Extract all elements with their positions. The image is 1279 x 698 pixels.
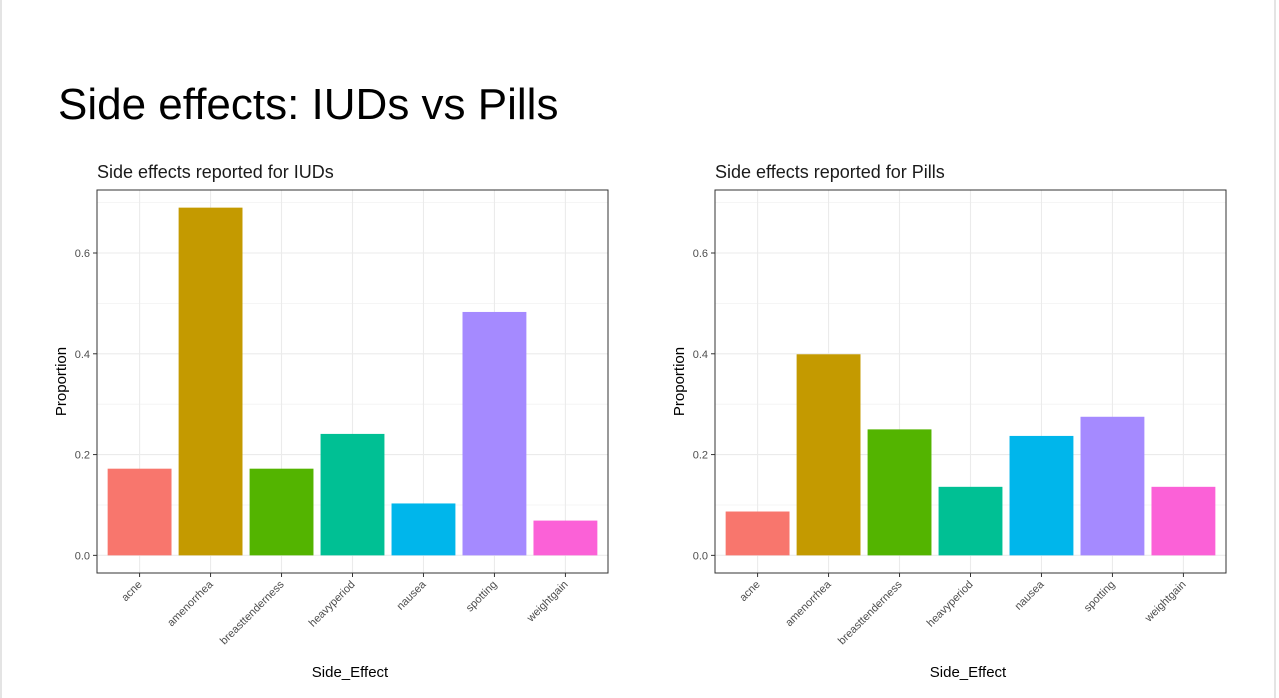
y-axis-title: Proportion <box>53 347 70 416</box>
bar-breasttenderness <box>867 429 932 556</box>
y-tick-label: 0.6 <box>75 248 90 260</box>
y-axis-title: Proportion <box>671 347 688 416</box>
bar-heavyperiod <box>320 433 385 556</box>
bar-weightgain <box>1151 486 1216 556</box>
x-tick-label: spotting <box>1082 579 1118 615</box>
x-tick-label: acne <box>737 579 762 604</box>
x-tick-label: amenorrhea <box>783 578 834 629</box>
bar-nausea <box>391 503 456 556</box>
bar-spotting <box>1080 416 1145 556</box>
x-tick-label: nausea <box>1013 578 1048 613</box>
x-tick-label: breasttenderness <box>836 578 905 647</box>
y-tick-label: 0.4 <box>693 349 708 361</box>
bar-nausea <box>1009 435 1074 556</box>
y-tick-label: 0.6 <box>693 248 708 260</box>
bar-heavyperiod <box>938 486 1003 556</box>
bar-amenorrhea <box>178 207 243 556</box>
y-tick-label: 0.0 <box>693 550 708 562</box>
y-tick-label: 0.0 <box>75 550 90 562</box>
slide-title: Side effects: IUDs vs Pills <box>58 80 559 129</box>
bar-breasttenderness <box>249 468 314 556</box>
bar-amenorrhea <box>796 354 861 556</box>
bar-spotting <box>462 311 527 556</box>
bar-acne <box>107 468 172 556</box>
chart-title: Side effects reported for Pills <box>715 162 945 182</box>
x-tick-label: weightgain <box>1142 579 1188 625</box>
x-axis-title: Side_Effect <box>930 664 1007 681</box>
y-tick-label: 0.2 <box>693 450 708 462</box>
bar-acne <box>725 511 790 556</box>
x-tick-label: heavyperiod <box>925 579 976 630</box>
y-tick-label: 0.2 <box>75 450 90 462</box>
chart-title: Side effects reported for IUDs <box>97 162 334 182</box>
bar-weightgain <box>533 520 598 556</box>
y-tick-label: 0.4 <box>75 349 90 361</box>
x-axis-title: Side_Effect <box>312 664 389 681</box>
